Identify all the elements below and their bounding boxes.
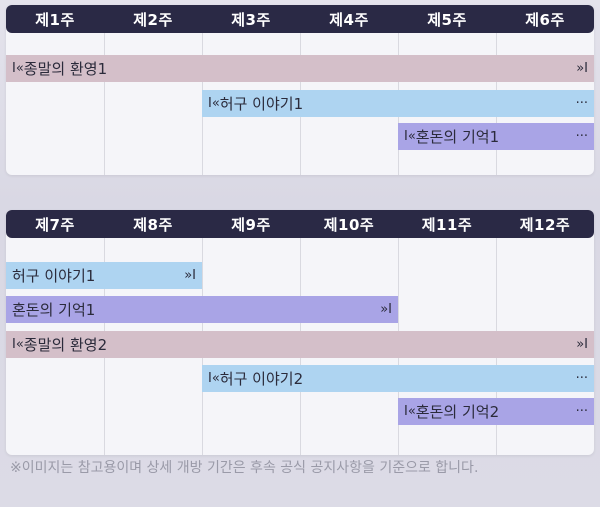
week-label: 제12주 [519,215,571,234]
event-label: 종말의 환영1 [23,60,108,78]
footnote: ※이미지는 참고용이며 상세 개방 기간은 후속 공식 공지사항을 기준으로 합… [10,460,479,476]
more-icon: ··· [575,96,588,111]
week-label: 제6주 [525,10,565,29]
start-marker-icon: I« [12,337,24,352]
week-label: 제1주 [35,10,75,29]
event-bar[interactable]: I« 종말의 환영2 »I [6,331,594,358]
week-label: 제4주 [329,10,369,29]
event-label: 종말의 환영2 [23,336,108,354]
end-marker-icon: »I [576,61,588,76]
start-marker-icon: I« [208,371,220,386]
week-label: 제2주 [133,10,173,29]
event-label: 허구 이야기1 [219,95,304,113]
week-label: 제8주 [133,215,173,234]
start-marker-icon: I« [404,404,416,419]
event-bar[interactable]: 허구 이야기1 »I [6,262,202,289]
week-label: 제9주 [231,215,271,234]
schedule-panel-2: 제7주 제8주 제9주 제10주 제11주 제12주 허구 이야기1 »I 혼돈… [6,210,594,455]
grid-line [104,33,105,175]
event-label: 혼돈의 기억1 [415,128,500,146]
event-bar[interactable]: I« 혼돈의 기억2 ··· [398,398,594,425]
end-marker-icon: »I [184,268,196,283]
week-label: 제5주 [427,10,467,29]
event-bar[interactable]: I« 혼돈의 기억1 ··· [398,123,594,150]
more-icon: ··· [575,129,588,144]
more-icon: ··· [575,404,588,419]
start-marker-icon: I« [208,96,220,111]
event-bar[interactable]: 혼돈의 기억1 »I [6,296,398,323]
event-label: 혼돈의 기억1 [12,301,96,319]
week-header-1: 제1주 제2주 제3주 제4주 제5주 제6주 [6,5,594,33]
week-label: 제10주 [323,215,375,234]
more-icon: ··· [575,371,588,386]
end-marker-icon: »I [380,302,392,317]
event-bar[interactable]: I« 종말의 환영1 »I [6,55,594,82]
event-label: 허구 이야기2 [219,370,304,388]
event-bar[interactable]: I« 허구 이야기2 ··· [202,365,594,392]
start-marker-icon: I« [404,129,416,144]
week-label: 제3주 [231,10,271,29]
event-bar[interactable]: I« 허구 이야기1 ··· [202,90,594,117]
week-header-2: 제7주 제8주 제9주 제10주 제11주 제12주 [6,210,594,238]
start-marker-icon: I« [12,61,24,76]
end-marker-icon: »I [576,337,588,352]
week-label: 제7주 [35,215,75,234]
schedule-panel-1: 제1주 제2주 제3주 제4주 제5주 제6주 I« 종말의 환영1 »I I«… [6,5,594,175]
event-label: 혼돈의 기억2 [415,403,500,421]
event-label: 허구 이야기1 [12,267,96,285]
week-label: 제11주 [421,215,473,234]
